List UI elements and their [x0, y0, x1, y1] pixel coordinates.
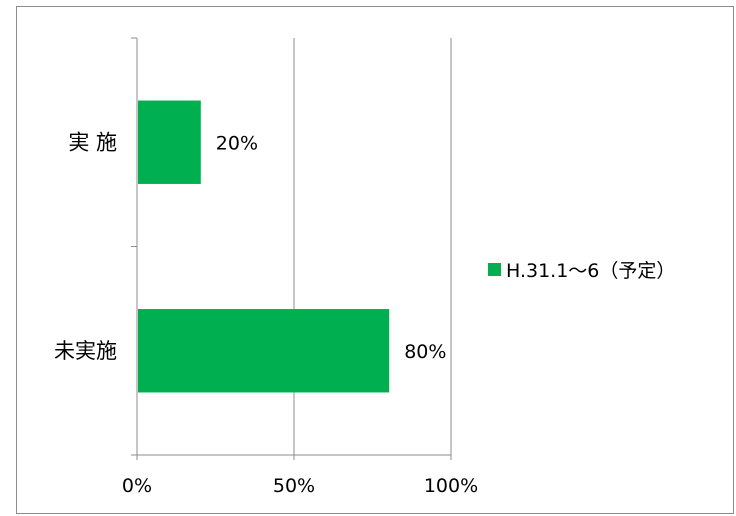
chart-frame — [16, 6, 734, 514]
legend-swatch — [488, 263, 501, 276]
x-tick-label: 100% — [424, 475, 478, 497]
axes — [131, 37, 452, 460]
legend: H.31.1～6（予定） — [488, 256, 675, 283]
bar — [138, 309, 390, 393]
gridlines — [293, 38, 452, 455]
bar — [138, 100, 201, 184]
labels: 0% 50% 100% 20% 実 施 80% 未実施 — [54, 130, 478, 497]
bars — [138, 100, 390, 393]
data-label: 20% — [216, 132, 258, 154]
category-label: 未実施 — [54, 339, 117, 363]
data-label: 80% — [404, 341, 446, 363]
x-tick-label: 50% — [273, 475, 315, 497]
category-label: 実 施 — [68, 130, 117, 154]
x-tick-label: 0% — [122, 475, 152, 497]
legend-label: H.31.1～6（予定） — [506, 260, 676, 282]
